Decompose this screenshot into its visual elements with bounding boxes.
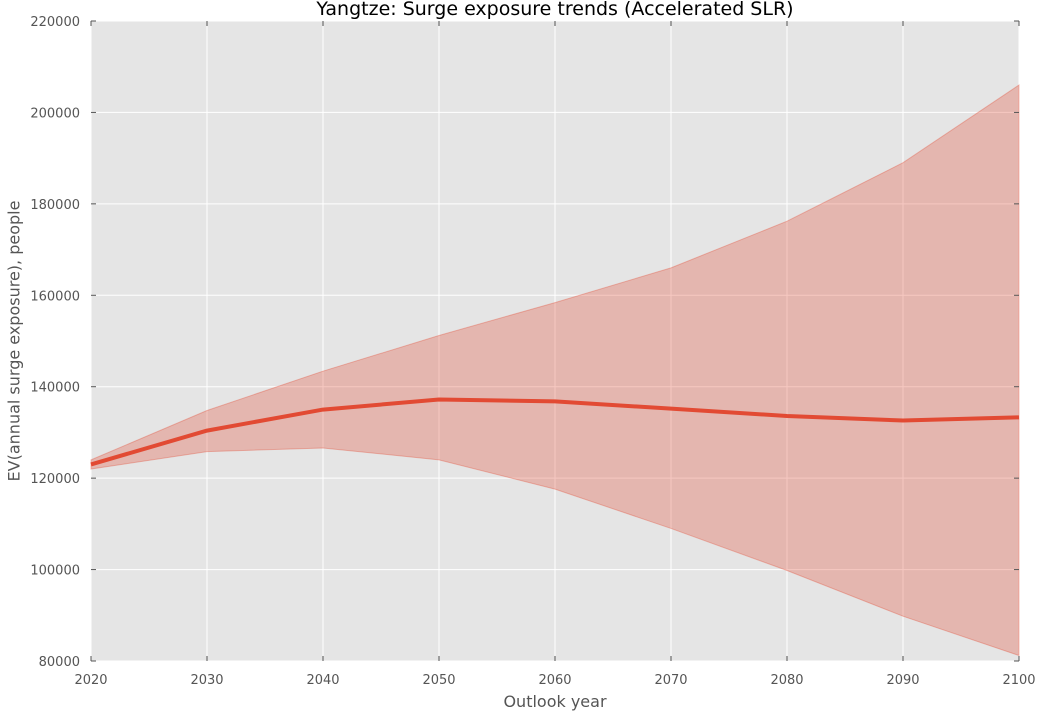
x-axis-label: Outlook year	[503, 692, 607, 711]
y-tick-label: 200000	[30, 106, 80, 121]
y-tick-label: 100000	[30, 564, 80, 579]
x-tick-label: 2070	[654, 673, 687, 688]
x-tick-label: 2100	[1002, 673, 1035, 688]
x-tick-label: 2060	[538, 673, 571, 688]
y-tick-label: 140000	[30, 381, 80, 396]
y-tick-label: 80000	[39, 655, 80, 670]
x-tick-label: 2040	[306, 673, 339, 688]
x-tick-label: 2050	[422, 673, 455, 688]
central-estimate-line	[90, 397, 1020, 467]
x-tick-label: 2090	[886, 673, 919, 688]
y-tick-label: 160000	[30, 289, 80, 304]
y-tick-label: 220000	[30, 15, 80, 30]
uncertainty-band	[90, 84, 1020, 657]
x-tick-label: 2030	[190, 673, 223, 688]
x-tick-labels: 2020 2030 2040 2050 2060 2070 2080 2090 2100	[74, 673, 1035, 688]
y-tick-labels: 80000 100000 120000 140000 160000 180000 20000…	[30, 15, 80, 670]
chart-title: Yangtze: Surge exposure trends (Accelera…	[315, 0, 793, 20]
y-tick-label: 120000	[30, 472, 80, 487]
uncertainty-band-layer	[90, 84, 1020, 657]
y-axis-label: EV(annual surge exposure), people	[5, 201, 24, 482]
central-line-layer	[90, 397, 1020, 467]
x-tick-label: 2020	[74, 673, 107, 688]
axis-ticks	[90, 20, 1020, 662]
x-tick-label: 2080	[770, 673, 803, 688]
y-tick-label: 180000	[30, 198, 80, 213]
